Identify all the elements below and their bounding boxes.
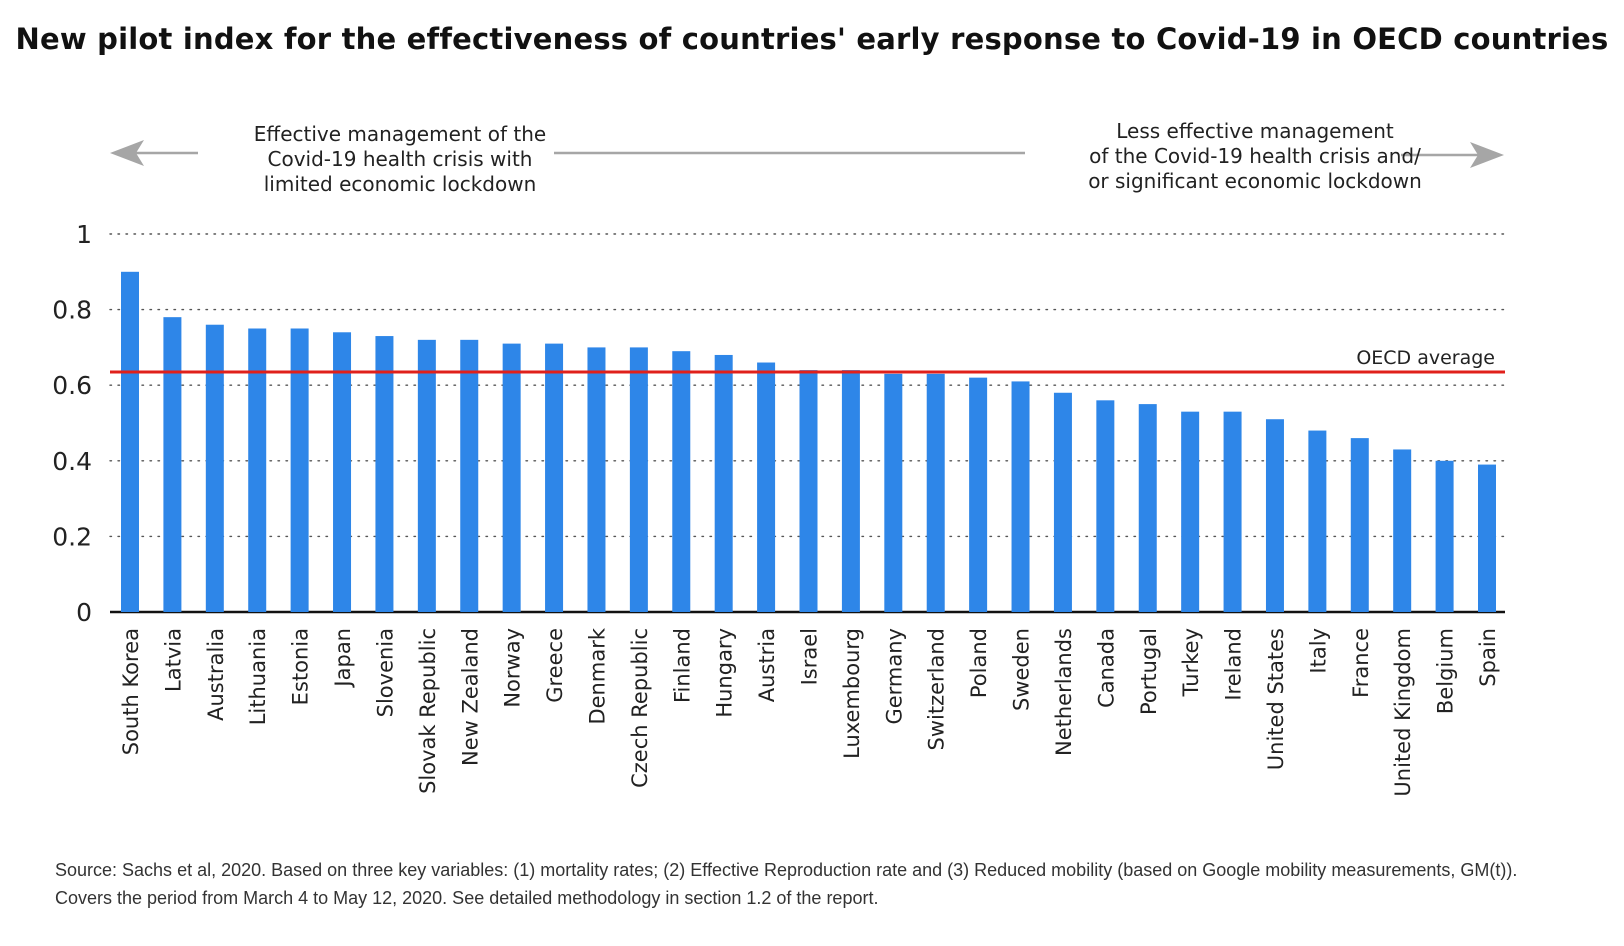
x-tick-label: Japan (331, 628, 355, 689)
x-tick-label: Spain (1476, 628, 1500, 687)
bar (757, 362, 776, 612)
bar-chart: 0 0.2 0.4 0.6 0.8 1 South Korea Latvia Australi… (52, 220, 1506, 797)
y-tick-label: 1 (76, 220, 92, 249)
x-tick-label: Estonia (289, 628, 313, 705)
bar (1181, 411, 1200, 612)
bars (121, 271, 1496, 612)
x-tick-label: United States (1264, 628, 1288, 770)
bar (1393, 449, 1412, 612)
x-tick-label: Latvia (161, 628, 185, 692)
x-tick-label: Luxembourg (840, 628, 864, 759)
x-tick-label: South Korea (119, 628, 143, 755)
x-tick-label: Slovak Republic (416, 628, 440, 794)
left-arrow-icon (110, 140, 198, 166)
bar (714, 354, 733, 612)
bar (841, 370, 860, 612)
y-tick-label: 0.6 (52, 371, 92, 400)
x-tick-label: Italy (1306, 628, 1330, 674)
x-tick-label: Sweden (1010, 628, 1034, 711)
left-annotation-line-2: Covid-19 health crisis with (267, 147, 533, 171)
x-tick-label: Ireland (1222, 628, 1246, 701)
x-tick-label: Greece (543, 628, 567, 703)
y-tick-label: 0.8 (52, 296, 92, 325)
bar (417, 339, 436, 612)
bar (1478, 464, 1496, 612)
source-line-2: Covers the period from March 4 to May 12… (55, 888, 879, 908)
y-tick-label: 0.2 (52, 522, 92, 551)
bar (1223, 411, 1242, 612)
x-tick-label: Finland (670, 628, 694, 703)
bar (502, 343, 521, 612)
bar (545, 343, 564, 612)
y-tick-label: 0 (76, 598, 92, 627)
source-note: Source: Sachs et al, 2020. Based on thre… (55, 856, 1517, 912)
x-tick-label: Belgium (1434, 628, 1458, 714)
x-axis-labels: South Korea Latvia Australia Lithuania Eston… (119, 627, 1500, 796)
bar (333, 332, 352, 612)
x-tick-label: Germany (882, 628, 906, 725)
bar (163, 317, 182, 612)
bar (1350, 438, 1369, 612)
bar (460, 339, 479, 612)
bar (375, 336, 394, 612)
x-tick-label: Netherlands (1052, 628, 1076, 756)
x-tick-label: Slovenia (373, 628, 397, 717)
x-tick-label: Poland (967, 628, 991, 698)
x-tick-label: Canada (1094, 628, 1118, 708)
x-tick-label: France (1349, 628, 1373, 698)
bar (205, 324, 224, 612)
x-tick-label: New Zealand (458, 628, 482, 766)
chart-title: New pilot index for the effectiveness of… (15, 22, 1609, 56)
y-axis-ticks: 0 0.2 0.4 0.6 0.8 1 (52, 220, 92, 627)
bar (248, 328, 267, 612)
x-tick-label: Hungary (713, 628, 737, 718)
bar (290, 328, 309, 612)
bar (121, 271, 139, 612)
direction-arrows (110, 140, 1504, 168)
bar (587, 347, 606, 612)
x-tick-label: Israel (798, 628, 822, 685)
right-annotation-line-2: of the Covid-19 health crisis and/ (1089, 144, 1421, 168)
x-tick-label: United Kingdom (1391, 628, 1415, 797)
bar (969, 377, 988, 612)
bar (884, 373, 903, 612)
bar (926, 373, 945, 612)
bar (1308, 430, 1327, 612)
x-tick-label: Switzerland (925, 628, 949, 751)
reference-layer: OECD average (110, 347, 1505, 374)
bar (1011, 381, 1030, 612)
bar (1053, 392, 1072, 612)
bar (1435, 460, 1454, 612)
bar (1096, 400, 1115, 612)
x-tick-label: Portugal (1137, 628, 1161, 715)
x-tick-label: Lithuania (246, 628, 270, 725)
left-annotation: Effective management of the Covid-19 hea… (230, 122, 570, 197)
source-line-1: Source: Sachs et al, 2020. Based on thre… (55, 860, 1518, 880)
x-tick-label: Austria (755, 628, 779, 702)
bar (1138, 404, 1157, 612)
x-tick-label: Norway (501, 628, 525, 708)
x-tick-label: Denmark (585, 627, 609, 724)
right-annotation: Less effective management of the Covid-1… (1075, 119, 1435, 194)
left-annotation-line-1: Effective management of the (253, 122, 547, 146)
bar (1265, 419, 1284, 612)
right-arrow-icon (1401, 142, 1504, 168)
y-tick-label: 0.4 (52, 447, 92, 476)
bar (799, 370, 818, 612)
bar (629, 347, 648, 612)
right-annotation-line-1: Less effective management (1116, 119, 1394, 143)
bar (672, 351, 691, 612)
x-tick-label: Turkey (1179, 628, 1203, 697)
oecd-average-label: OECD average (1356, 347, 1495, 369)
x-tick-label: Czech Republic (628, 628, 652, 788)
x-tick-label: Australia (204, 628, 228, 721)
right-annotation-line-3: or significant economic lockdown (1088, 169, 1422, 193)
left-annotation-line-3: limited economic lockdown (263, 172, 537, 196)
